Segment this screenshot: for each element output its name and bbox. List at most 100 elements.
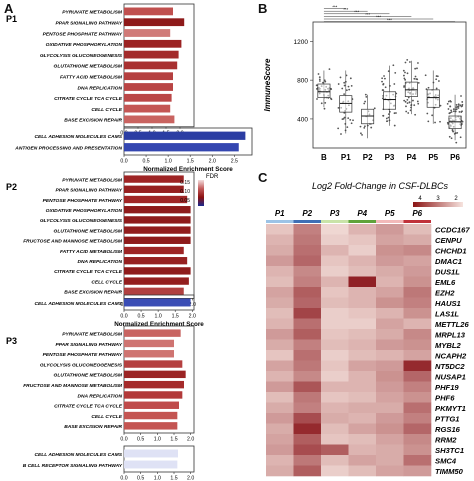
bar <box>124 460 178 469</box>
data-point <box>414 67 417 70</box>
pathway-label: CELL CYCLE <box>91 279 122 285</box>
heatmap-cell <box>321 381 349 393</box>
data-point <box>324 101 327 104</box>
group-title: P3 <box>6 336 17 346</box>
heatmap-cell <box>293 455 322 466</box>
data-point <box>350 84 353 87</box>
data-point <box>415 78 418 80</box>
data-point <box>382 114 385 117</box>
heatmap-cell <box>376 381 404 393</box>
data-point <box>413 104 416 107</box>
data-point <box>393 124 396 127</box>
heatmap-cell <box>266 329 294 340</box>
heatmap-cell <box>376 255 404 267</box>
x-tick-label: 1.0 <box>155 314 162 320</box>
heatmap-cell <box>266 234 294 246</box>
data-point <box>387 116 390 119</box>
bar <box>124 449 178 458</box>
data-point <box>456 131 459 134</box>
heatmap-cell <box>376 423 404 435</box>
data-point <box>347 85 350 88</box>
heatmap-cell <box>348 444 377 456</box>
heatmap-cell <box>348 287 377 298</box>
data-point <box>383 75 385 77</box>
data-point <box>343 116 346 119</box>
heatmap-cell <box>321 255 349 267</box>
data-point <box>439 120 441 123</box>
x-tick-label: 2.0 <box>189 314 196 320</box>
gsea-enrichment-panel: P1 PYRUVATE METABOLISM PPAR SIGNALING PATH… <box>6 3 253 481</box>
heatmap-cell <box>293 276 322 288</box>
heatmap-cell <box>266 360 294 372</box>
pathway-label: BASE EXCISION REPAIR <box>64 118 122 124</box>
heatmap-cell <box>348 318 377 330</box>
data-point <box>320 102 323 105</box>
bar <box>124 50 179 59</box>
data-point <box>384 86 387 89</box>
heatmap-cell <box>266 318 294 330</box>
heatmap-cell <box>403 266 432 277</box>
gene-label: CENPU <box>435 236 462 245</box>
heatmap-cell <box>403 234 432 246</box>
data-point <box>416 67 418 70</box>
heatmap-cell <box>403 297 432 309</box>
pathway-label: CITRATE CYCLE TCA CYCLE <box>54 404 123 410</box>
data-point <box>417 102 420 105</box>
pathway-label: CELL CYCLE <box>91 414 122 420</box>
bar <box>124 104 171 113</box>
heatmap-cell <box>348 434 377 445</box>
data-point <box>406 98 409 101</box>
pathway-label: PPAR SIGNALING PATHWAY <box>56 21 123 27</box>
bar <box>124 18 185 27</box>
x-tick-label: 1.0 <box>165 159 172 165</box>
data-point <box>404 78 407 81</box>
data-point <box>407 96 410 99</box>
significance-label: *** <box>365 12 370 17</box>
heatmap-cell <box>321 402 349 414</box>
bar <box>124 391 183 399</box>
significance-label: *** <box>343 7 348 12</box>
bar <box>124 93 172 102</box>
pathway-label: GLUTATHIONE METABOLISM <box>54 373 123 379</box>
data-point <box>364 125 366 128</box>
bar <box>124 39 182 48</box>
gene-label: PTTG1 <box>435 414 459 423</box>
x-tick-label: 2.0 <box>187 437 194 443</box>
bar <box>124 195 188 204</box>
heatmap-cell <box>348 455 377 466</box>
pathway-label: CELL CYCLE <box>91 107 122 113</box>
heatmap-cell <box>293 234 322 246</box>
data-point <box>385 120 388 123</box>
bar <box>124 185 184 193</box>
data-point <box>460 95 462 97</box>
data-point <box>408 101 411 104</box>
heatmap-cell <box>266 402 294 414</box>
heatmap-cell <box>376 308 404 319</box>
data-point <box>450 100 452 103</box>
data-point <box>364 93 367 96</box>
pathway-label: FATTY ACID METABOLISM <box>60 75 123 81</box>
data-point <box>438 80 440 82</box>
heatmap-cell <box>321 234 349 246</box>
data-point <box>392 64 395 67</box>
heatmap-cell <box>403 402 432 414</box>
box <box>426 89 440 108</box>
gene-label: MYBL2 <box>435 341 462 350</box>
pathway-label: PENTOSE PHOSPHATE PATHWAY <box>43 352 123 358</box>
x-tick-label: 1.5 <box>170 437 177 443</box>
data-point <box>384 77 386 80</box>
gene-label: NT5DC2 <box>435 362 465 371</box>
heatmap-cell <box>403 455 432 466</box>
heatmap-cell <box>403 329 432 340</box>
data-point <box>455 106 458 109</box>
heatmap-cell <box>266 434 294 445</box>
heatmap-cell <box>376 234 404 246</box>
data-point <box>407 112 410 114</box>
heatmap-cell <box>348 234 377 246</box>
bar <box>124 226 191 234</box>
data-point <box>452 108 455 111</box>
bar <box>124 257 188 265</box>
heatmap-cell <box>321 434 349 445</box>
x-tick-label: 0.5 <box>137 476 144 481</box>
data-point <box>403 86 405 88</box>
